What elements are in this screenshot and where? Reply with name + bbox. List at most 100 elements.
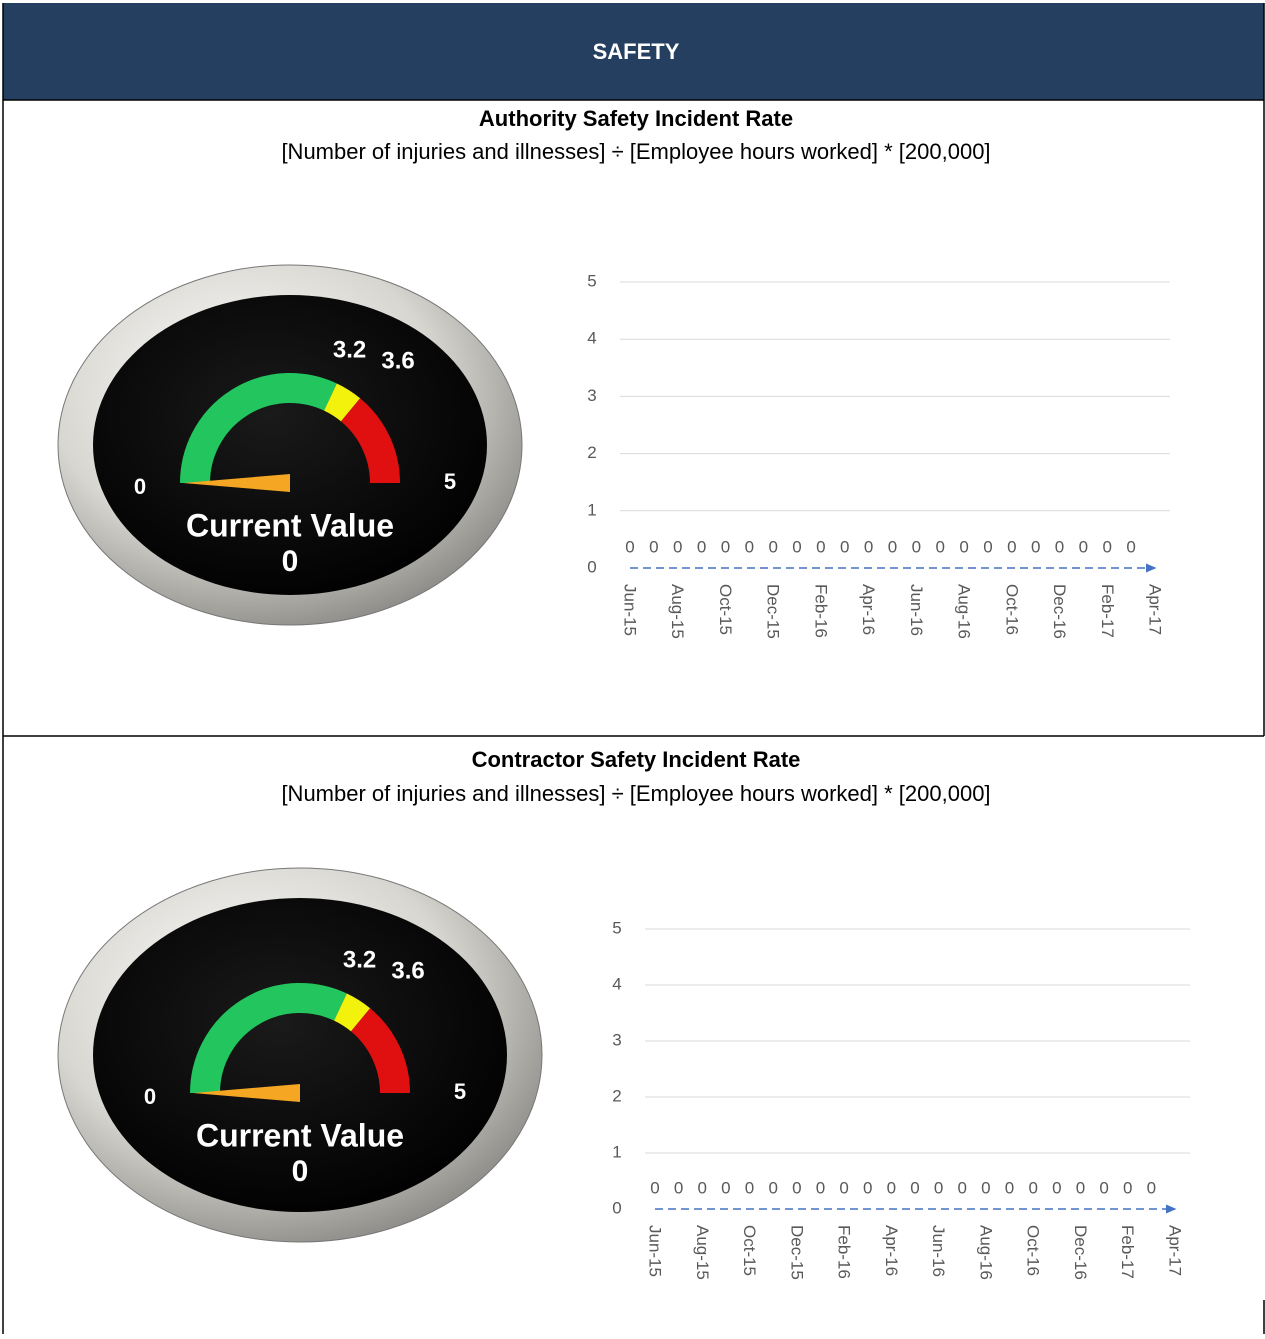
gauge-label: 0 <box>144 1084 156 1109</box>
x-tick-label: Dec-16 <box>1050 584 1069 639</box>
x-tick-label: Jun-16 <box>929 1225 948 1277</box>
y-tick-label: 4 <box>587 329 596 348</box>
data-label: 0 <box>1126 537 1135 556</box>
x-tick-label: Feb-17 <box>1118 1225 1137 1279</box>
x-tick-label: Apr-17 <box>1146 584 1165 635</box>
gauge-band <box>340 1007 360 1020</box>
data-label: 0 <box>698 1178 707 1197</box>
x-tick-label: Dec-15 <box>787 1225 806 1280</box>
data-label: 0 <box>1079 537 1088 556</box>
data-label: 0 <box>912 537 921 556</box>
x-tick-label: Oct-16 <box>1002 584 1021 635</box>
section-subtitle: [Number of injuries and illnesses] ÷ [Em… <box>281 781 990 806</box>
gauge-label: 3.6 <box>391 957 424 984</box>
data-label: 0 <box>934 1178 943 1197</box>
data-label: 0 <box>840 537 849 556</box>
x-tick-label: Feb-17 <box>1098 584 1117 638</box>
data-label: 0 <box>697 537 706 556</box>
data-label: 0 <box>745 1178 754 1197</box>
gauge-label: Current Value <box>186 507 394 543</box>
x-tick-label: Jun-15 <box>621 584 640 636</box>
x-tick-label: Oct-16 <box>1024 1225 1043 1276</box>
gauge-label: 3.2 <box>333 337 366 364</box>
data-label: 0 <box>1123 1178 1132 1197</box>
data-label: 0 <box>673 537 682 556</box>
x-tick-label: Apr-16 <box>859 584 878 635</box>
section-title: Contractor Safety Incident Rate <box>472 747 801 772</box>
page: {"header": {"title": "SAFETY"}, "section… <box>0 0 1265 1334</box>
data-label: 0 <box>1005 1178 1014 1197</box>
y-tick-label: 4 <box>612 974 621 993</box>
data-label: 0 <box>792 1178 801 1197</box>
data-label: 0 <box>935 537 944 556</box>
data-label: 0 <box>1103 537 1112 556</box>
y-tick-label: 1 <box>587 500 596 519</box>
x-tick-label: Oct-15 <box>716 584 735 635</box>
section-title: Authority Safety Incident Rate <box>479 106 793 131</box>
document: SAFETY Authority Safety Incident Rate [Nu… <box>0 0 1265 1334</box>
data-label: 0 <box>625 537 634 556</box>
x-tick-label: Dec-16 <box>1071 1225 1090 1280</box>
gauge-label: 3.6 <box>381 347 414 374</box>
data-label: 0 <box>1147 1178 1156 1197</box>
gauge-band <box>330 397 350 410</box>
data-label: 0 <box>910 1178 919 1197</box>
data-label: 0 <box>839 1178 848 1197</box>
data-label: 0 <box>1031 537 1040 556</box>
gauge-label: 3.2 <box>343 947 376 974</box>
gauge-label: 0 <box>134 474 146 499</box>
data-label: 0 <box>745 537 754 556</box>
data-label: 0 <box>888 537 897 556</box>
data-label: 0 <box>983 537 992 556</box>
gauge-label: 5 <box>454 1079 466 1104</box>
x-tick-label: Aug-15 <box>668 584 687 639</box>
data-label: 0 <box>816 537 825 556</box>
data-label: 0 <box>721 537 730 556</box>
gauge-label: Current Value <box>196 1117 404 1153</box>
data-label: 0 <box>958 1178 967 1197</box>
data-label: 0 <box>792 537 801 556</box>
gauge-label: 5 <box>444 469 456 494</box>
gauge-label: 0 <box>282 545 299 578</box>
x-tick-label: Jun-15 <box>646 1225 665 1277</box>
x-tick-label: Aug-16 <box>955 584 974 639</box>
x-tick-label: Jun-16 <box>907 584 926 636</box>
y-tick-label: 0 <box>587 557 596 576</box>
x-tick-label: Feb-16 <box>811 584 830 638</box>
data-label: 0 <box>1076 1178 1085 1197</box>
y-tick-label: 1 <box>612 1142 621 1161</box>
x-tick-label: Oct-15 <box>740 1225 759 1276</box>
x-tick-label: Feb-16 <box>835 1225 854 1279</box>
y-tick-label: 5 <box>612 918 621 937</box>
data-label: 0 <box>864 537 873 556</box>
data-label: 0 <box>1099 1178 1108 1197</box>
data-label: 0 <box>649 537 658 556</box>
data-label: 0 <box>768 1178 777 1197</box>
x-tick-label: Apr-17 <box>1166 1225 1185 1276</box>
data-label: 0 <box>650 1178 659 1197</box>
y-tick-label: 3 <box>612 1030 621 1049</box>
y-tick-label: 5 <box>587 271 596 290</box>
data-label: 0 <box>887 1178 896 1197</box>
data-label: 0 <box>981 1178 990 1197</box>
y-tick-label: 2 <box>587 443 596 462</box>
data-label: 0 <box>1055 537 1064 556</box>
data-label: 0 <box>674 1178 683 1197</box>
x-tick-label: Dec-15 <box>764 584 783 639</box>
y-tick-label: 0 <box>612 1198 621 1217</box>
data-label: 0 <box>959 537 968 556</box>
y-tick-label: 2 <box>612 1086 621 1105</box>
data-label: 0 <box>768 537 777 556</box>
gauge-label: 0 <box>292 1155 309 1188</box>
x-tick-label: Aug-15 <box>693 1225 712 1280</box>
x-tick-label: Apr-16 <box>882 1225 901 1276</box>
data-label: 0 <box>721 1178 730 1197</box>
data-label: 0 <box>1007 537 1016 556</box>
y-tick-label: 3 <box>587 386 596 405</box>
section-subtitle: [Number of injuries and illnesses] ÷ [Em… <box>281 139 990 164</box>
header-title: SAFETY <box>593 39 680 64</box>
x-tick-label: Aug-16 <box>976 1225 995 1280</box>
data-label: 0 <box>816 1178 825 1197</box>
data-label: 0 <box>1052 1178 1061 1197</box>
data-label: 0 <box>863 1178 872 1197</box>
